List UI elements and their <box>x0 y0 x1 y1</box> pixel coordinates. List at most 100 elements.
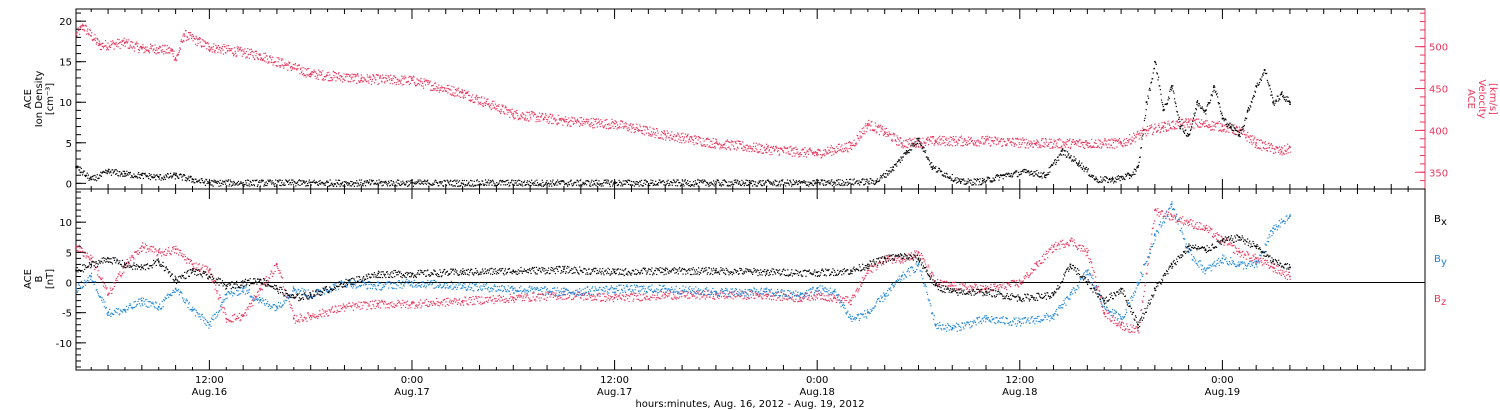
trace-point <box>221 180 224 182</box>
trace-point <box>1289 151 1291 153</box>
trace-point <box>222 49 224 51</box>
trace-point <box>1236 127 1239 129</box>
trace-point <box>133 173 135 175</box>
trace-point <box>153 48 155 50</box>
trace-point <box>1287 100 1290 102</box>
trace-point <box>408 183 410 186</box>
trace-point <box>1267 147 1269 149</box>
trace-point <box>511 179 513 181</box>
trace-point <box>1179 121 1181 123</box>
trace-point <box>1028 143 1030 145</box>
trace-point <box>977 139 979 141</box>
trace-point <box>694 135 696 137</box>
trace-point <box>289 61 291 64</box>
trace-point <box>960 180 962 183</box>
trace-point <box>900 156 902 158</box>
trace-point <box>316 76 318 78</box>
trace-point <box>296 65 299 67</box>
trace-point <box>348 183 350 185</box>
trace-point <box>691 136 693 138</box>
trace-point <box>699 136 701 139</box>
trace-point <box>601 121 603 123</box>
trace-point <box>1103 140 1105 142</box>
trace-point <box>497 110 499 112</box>
trace-point <box>807 151 809 153</box>
trace-point <box>481 96 483 98</box>
trace-point <box>524 119 526 121</box>
trace-point <box>1288 100 1290 102</box>
trace-point <box>368 82 370 84</box>
trace-point <box>598 184 601 186</box>
trace-point <box>1145 129 1147 131</box>
trace-point <box>607 180 610 182</box>
trace-point <box>361 76 363 78</box>
data-point <box>1238 129 1241 132</box>
trace-point <box>1203 121 1205 123</box>
trace-point <box>114 44 116 46</box>
trace-point <box>796 183 799 186</box>
trace-point <box>248 183 250 185</box>
trace-point <box>1156 73 1159 75</box>
trace-point <box>95 43 97 45</box>
trace-point <box>251 50 253 53</box>
data-point <box>934 139 937 142</box>
trace-point <box>408 83 410 86</box>
trace-point <box>623 123 625 125</box>
trace-point <box>1066 138 1068 141</box>
trace-point <box>692 181 695 183</box>
trace-point <box>860 137 862 139</box>
trace-point <box>1147 97 1150 99</box>
trace-point <box>263 184 266 186</box>
trace-point <box>955 179 957 181</box>
trace-point <box>1198 103 1200 105</box>
trace-point <box>853 178 855 180</box>
trace-point <box>1278 149 1280 152</box>
trace-point <box>590 123 592 125</box>
trace-point <box>761 152 763 154</box>
trace-point <box>259 59 262 61</box>
trace-point <box>291 65 293 68</box>
trace-point <box>602 125 604 127</box>
trace-point <box>697 139 699 141</box>
trace-point <box>717 179 719 181</box>
trace-point <box>737 147 739 149</box>
trace-point <box>542 181 544 184</box>
data-point <box>563 119 565 122</box>
trace-point <box>928 138 931 140</box>
trace-point <box>329 80 331 82</box>
trace-point <box>967 136 970 138</box>
trace-point <box>653 133 656 135</box>
trace-point <box>101 42 103 45</box>
trace-point <box>436 181 438 184</box>
trace-point <box>967 140 969 142</box>
trace-point <box>760 144 762 146</box>
trace-point <box>349 74 351 76</box>
trace-point <box>211 184 213 186</box>
trace-point <box>126 173 129 175</box>
trace-point <box>630 123 632 125</box>
trace-point <box>190 37 193 40</box>
trace-point <box>879 124 882 126</box>
trace-point <box>595 119 597 121</box>
trace-point <box>1212 86 1215 89</box>
trace-point <box>566 118 568 121</box>
trace-point <box>610 181 612 183</box>
trace-point <box>424 182 426 184</box>
trace-point <box>263 185 265 187</box>
trace-point <box>403 182 405 184</box>
trace-point <box>1010 140 1012 142</box>
trace-point <box>120 172 123 174</box>
trace-point <box>365 182 367 184</box>
trace-point <box>985 139 987 141</box>
trace-point <box>568 120 571 123</box>
trace-point <box>985 180 987 182</box>
trace-point <box>1142 135 1144 137</box>
trace-point <box>615 122 618 124</box>
trace-point <box>1049 166 1052 168</box>
trace-point <box>1057 139 1059 141</box>
trace-point <box>96 174 98 176</box>
trace-point <box>197 42 199 45</box>
trace-point <box>339 79 342 81</box>
trace-point <box>181 179 183 181</box>
trace-point <box>76 167 78 169</box>
